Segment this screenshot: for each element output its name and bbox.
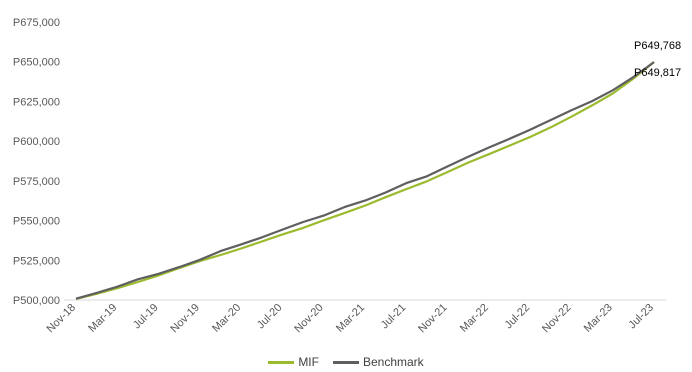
- legend-item-benchmark: Benchmark: [332, 355, 424, 369]
- x-tick-label: Mar-22: [458, 302, 491, 335]
- x-tick-label: Jul-23: [626, 302, 656, 332]
- legend-label-mif: MIF: [298, 355, 319, 369]
- legend-item-mif: MIF: [268, 355, 319, 369]
- annotation-mif-end: P649,817: [634, 67, 681, 79]
- x-tick-label: Jul-20: [255, 302, 285, 332]
- x-tick-label: Jul-19: [131, 302, 161, 332]
- y-axis: P500,000 P525,000 P550,000 P575,000 P600,000…: [13, 17, 60, 307]
- x-tick-label: Mar-20: [210, 302, 243, 335]
- y-tick-label: P650,000: [13, 57, 60, 69]
- y-tick-label: P575,000: [13, 176, 60, 188]
- x-tick-label: Nov-21: [416, 302, 450, 336]
- y-tick-label: P675,000: [13, 17, 60, 29]
- annotation-benchmark-end: P649,768: [634, 40, 681, 52]
- x-axis: Nov-18 Mar-19 Jul-19 Nov-19 Mar-20 Jul-20 Nov-…: [45, 299, 666, 336]
- x-tick-label: Mar-19: [86, 302, 119, 335]
- chart-legend: MIF Benchmark: [0, 352, 692, 372]
- y-tick-label: P625,000: [13, 96, 60, 108]
- y-tick-label: P500,000: [13, 295, 60, 307]
- x-tick-label: Jul-22: [503, 302, 533, 332]
- legend-swatch-mif: [268, 360, 295, 364]
- legend-label-benchmark: Benchmark: [362, 355, 424, 369]
- x-tick-label: Nov-19: [168, 302, 202, 336]
- y-tick-label: P600,000: [13, 136, 60, 148]
- series-line-mif: [75, 61, 655, 300]
- x-tick-label: Jul-21: [379, 302, 409, 332]
- y-tick-label: P525,000: [13, 255, 60, 267]
- series-layer: [75, 61, 655, 300]
- x-tick-label: Nov-20: [292, 302, 326, 336]
- x-tick-label: Mar-21: [334, 302, 367, 335]
- series-line-benchmark: [75, 61, 655, 300]
- x-tick-label: Mar-23: [582, 302, 615, 335]
- legend-swatch-benchmark: [332, 360, 359, 364]
- y-tick-label: P550,000: [13, 216, 60, 228]
- annotation-layer: P649,768 P649,817: [634, 40, 681, 79]
- x-tick-label: Nov-22: [540, 302, 574, 336]
